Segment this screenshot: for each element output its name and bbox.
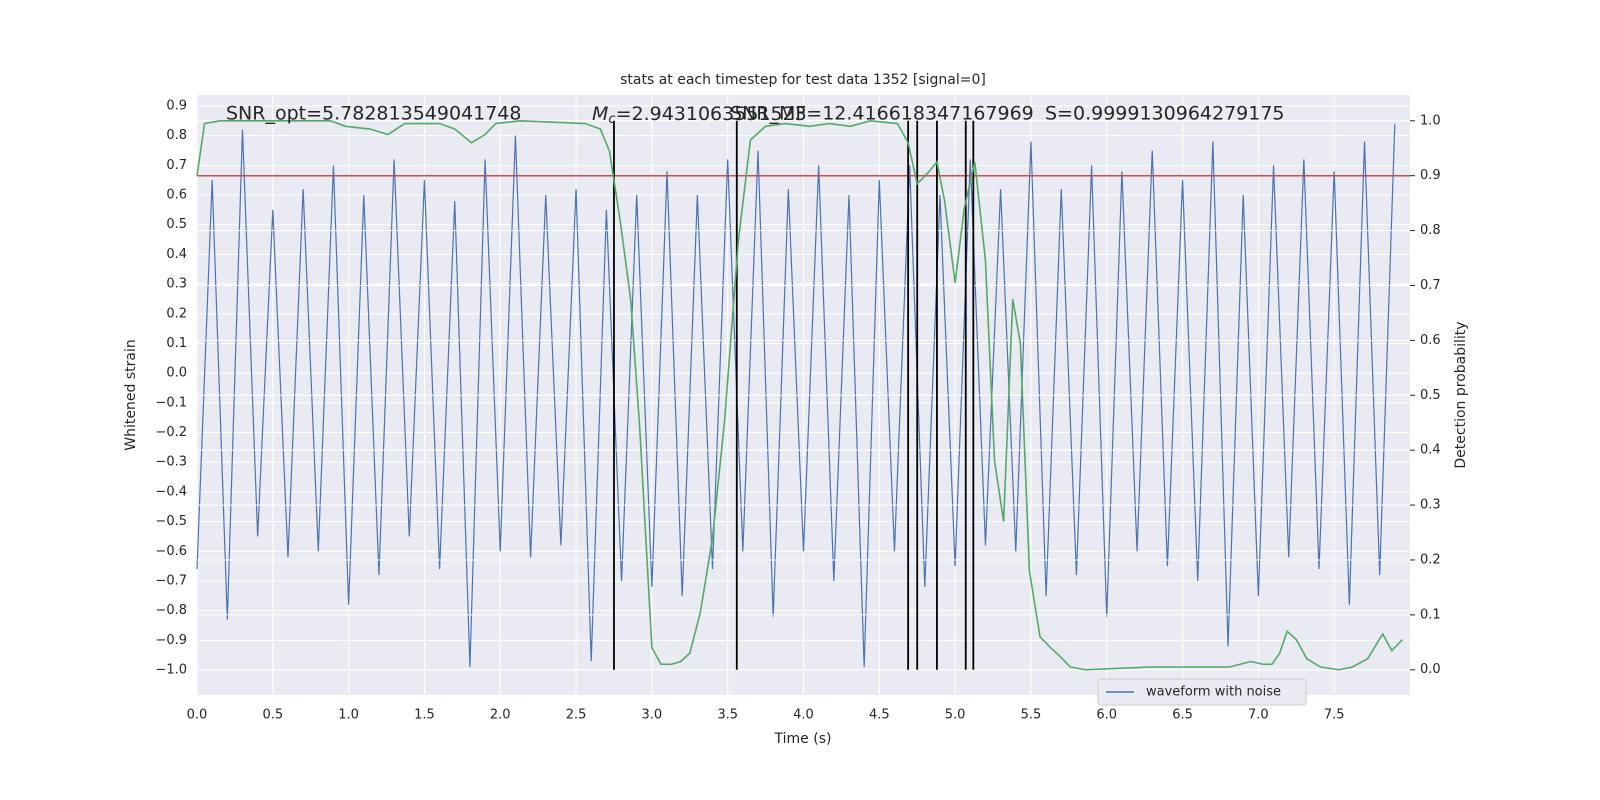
annotation: Mc=2.9431063551523 bbox=[592, 103, 807, 127]
x-tick-label: 2.0 bbox=[490, 708, 511, 723]
secondary-series bbox=[196, 119, 1410, 671]
y-tick-label: 0.6 bbox=[166, 188, 187, 203]
y-tick-label: 0.0 bbox=[166, 366, 187, 381]
legend: waveform with noise bbox=[1097, 678, 1307, 706]
x-tick-label: 1.0 bbox=[338, 708, 359, 723]
y-tick-label: −0.8 bbox=[155, 603, 187, 618]
y-tick-label: 0.3 bbox=[166, 277, 187, 292]
y-tick-label: −1.0 bbox=[155, 663, 187, 678]
y-tick-label: 0.9 bbox=[166, 98, 187, 113]
y-tick-label: 0.2 bbox=[166, 306, 187, 321]
y-tick-label: 0.4 bbox=[166, 247, 187, 262]
y2-tick-label: 0.2 bbox=[1420, 552, 1441, 567]
y2-tick-label: 0.7 bbox=[1420, 278, 1441, 293]
y2-tick-label: 0.0 bbox=[1420, 662, 1441, 677]
x-tick-label: 3.5 bbox=[717, 708, 738, 723]
x-tick-label: 4.0 bbox=[793, 708, 814, 723]
primary-series bbox=[196, 123, 1396, 668]
legend-label: waveform with noise bbox=[1146, 685, 1281, 700]
x-axis-label: Time (s) bbox=[774, 731, 832, 747]
annotation: S=0.9999130964279175 bbox=[1045, 103, 1285, 125]
x-tick-label: 4.5 bbox=[869, 708, 890, 723]
y-tick-label: −0.3 bbox=[155, 455, 187, 470]
y-axis-label: Whitened strain bbox=[123, 339, 139, 450]
y-tick-label: −0.4 bbox=[155, 484, 187, 499]
series-line bbox=[196, 119, 1403, 671]
x-tick-label: 6.5 bbox=[1172, 708, 1193, 723]
x-tick-label: 2.5 bbox=[566, 708, 587, 723]
annotation-subscript: c bbox=[608, 112, 615, 127]
y-tick-label: 0.1 bbox=[166, 336, 187, 351]
annotation: SNR_MF=12.416618347167969 bbox=[730, 103, 1034, 125]
x-tick-label: 3.0 bbox=[642, 708, 663, 723]
y-tick-label: −0.5 bbox=[155, 514, 187, 529]
x-tick-label: 7.5 bbox=[1324, 708, 1345, 723]
y2-tick-label: 0.8 bbox=[1420, 223, 1441, 238]
y-tick-label: 0.5 bbox=[166, 217, 187, 232]
chart-title: stats at each timestep for test data 135… bbox=[620, 72, 986, 88]
annotation-symbol: M bbox=[592, 103, 608, 125]
x-tick-label: 5.0 bbox=[945, 708, 966, 723]
labels: stats at each timestep for test data 135… bbox=[123, 72, 1469, 747]
annotation: SNR_opt=5.782813549041748 bbox=[226, 103, 521, 125]
y2-tick-label: 0.9 bbox=[1420, 168, 1441, 183]
y-tick-label: −0.1 bbox=[155, 395, 187, 410]
y2-tick-label: 0.5 bbox=[1420, 388, 1441, 403]
legend-box bbox=[1097, 678, 1307, 706]
y2-tick-label: 1.0 bbox=[1420, 113, 1441, 128]
y2-tick-label: 0.6 bbox=[1420, 333, 1441, 348]
y-tick-label: −0.2 bbox=[155, 425, 187, 440]
annotation-value: =2.9431063551523 bbox=[616, 103, 807, 125]
y-tick-label: 0.7 bbox=[166, 158, 187, 173]
y2-tick-label: 0.3 bbox=[1420, 498, 1441, 513]
x-tick-label: 1.5 bbox=[414, 708, 435, 723]
y-tick-label: −0.6 bbox=[155, 544, 187, 559]
y-tick-label: 0.8 bbox=[166, 128, 187, 143]
x-tick-label: 6.0 bbox=[1096, 708, 1117, 723]
series-line bbox=[196, 123, 1396, 668]
y2-axis-label: Detection probability bbox=[1453, 321, 1469, 468]
x-tick-label: 5.5 bbox=[1021, 708, 1042, 723]
x-tick-label: 0.5 bbox=[262, 708, 283, 723]
x-tick-label: 7.0 bbox=[1248, 708, 1269, 723]
y-tick-label: −0.9 bbox=[155, 633, 187, 648]
x-tick-label: 0.0 bbox=[187, 708, 208, 723]
y2-tick-label: 0.4 bbox=[1420, 443, 1441, 458]
y2-tick-label: 0.1 bbox=[1420, 607, 1441, 622]
y-tick-label: −0.7 bbox=[155, 573, 187, 588]
